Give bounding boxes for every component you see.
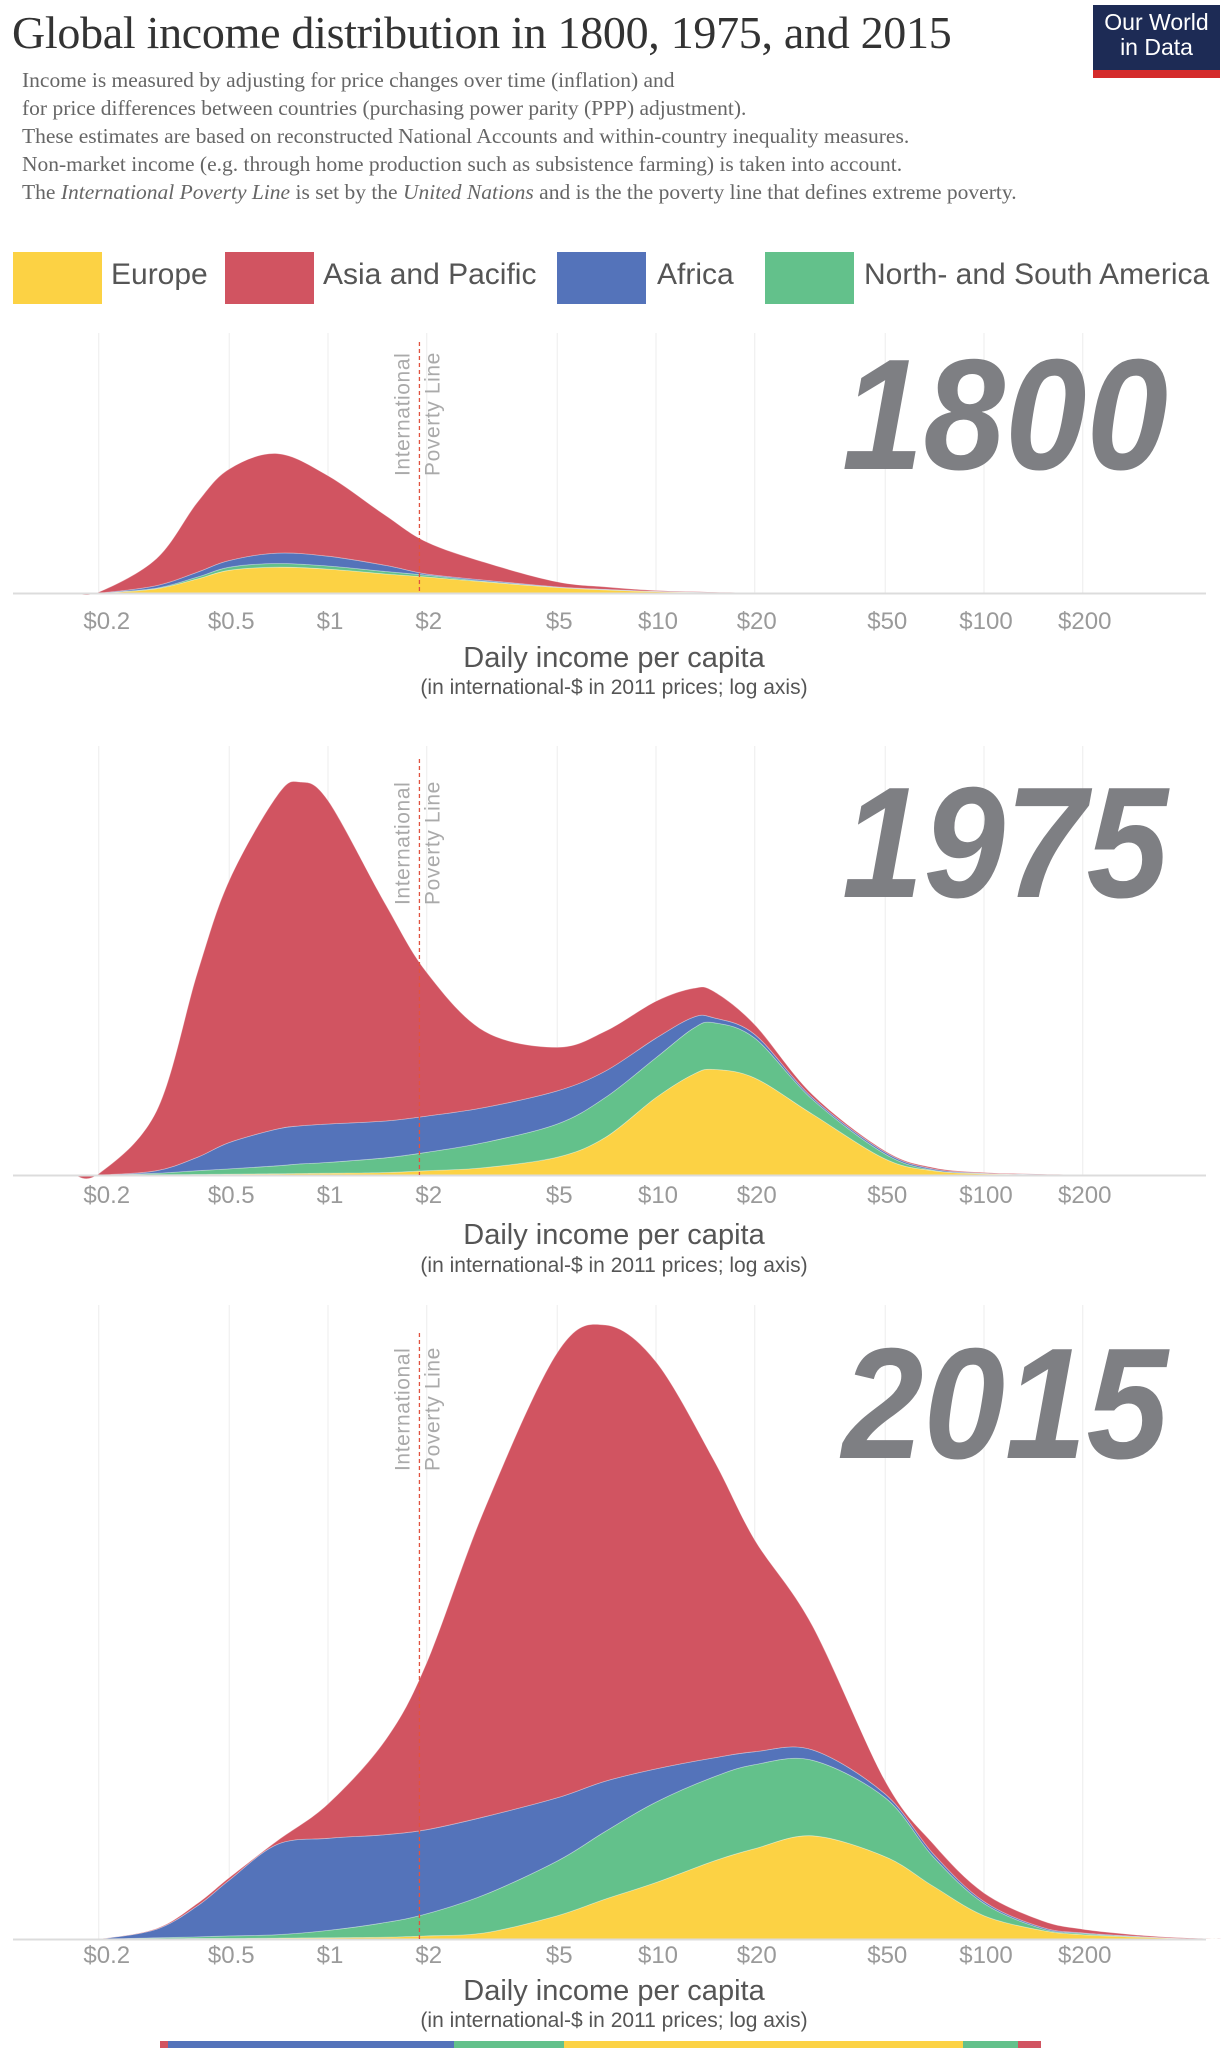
our-world-in-data-logo[interactable]: Our World in Data xyxy=(1093,5,1220,78)
x-tick-label: $1 xyxy=(317,1942,344,1969)
next-chart-sliver-americas xyxy=(454,2041,564,2048)
year-label: 1975 xyxy=(842,755,1170,931)
x-tick-label: $0.5 xyxy=(208,1942,255,1969)
next-chart-sliver-asia xyxy=(160,2041,168,2048)
x-axis-subtitle: (in international-$ in 2011 prices; log … xyxy=(420,1254,807,1277)
x-tick-label: $2 xyxy=(415,1942,442,1969)
x-tick-label: $50 xyxy=(867,1182,907,1209)
poverty-line-label: International xyxy=(391,782,414,905)
poverty-line-label: Poverty Line xyxy=(421,781,444,905)
legend-swatch-asia-pacific xyxy=(225,252,314,304)
subtitle-line: Income is measured by adjusting for pric… xyxy=(22,68,675,92)
legend-swatch-africa xyxy=(557,252,646,304)
legend-label-europe: Europe xyxy=(111,258,208,291)
logo-red-bar xyxy=(1093,70,1220,78)
subtitle-line: These estimates are based on reconstruct… xyxy=(22,124,910,148)
x-tick-label: $200 xyxy=(1058,1942,1111,1969)
x-tick-label: $100 xyxy=(959,1942,1012,1969)
x-tick-label: $0.5 xyxy=(208,608,255,635)
subtitle-text: and is the the poverty line that defines… xyxy=(533,180,1017,204)
poverty-line-label: Poverty Line xyxy=(421,352,444,476)
x-axis-subtitle: (in international-$ in 2011 prices; log … xyxy=(420,676,807,699)
year-label: 1800 xyxy=(842,327,1168,503)
x-tick-label: $0.2 xyxy=(83,608,130,635)
x-tick-label: $5 xyxy=(546,1942,573,1969)
subtitle-line: for price differences between countries … xyxy=(22,96,747,120)
x-tick-label: $1 xyxy=(317,1182,344,1209)
legend-label-americas: North- and South America xyxy=(864,258,1210,291)
subtitle-text: The xyxy=(22,180,61,204)
x-axis-title: Daily income per capita xyxy=(463,1975,765,2007)
poverty-line-label: International xyxy=(391,353,414,476)
next-chart-sliver-europe xyxy=(564,2041,963,2048)
x-tick-label: $10 xyxy=(638,1182,678,1209)
legend-swatch-europe xyxy=(13,252,102,304)
logo-line-1: Our World xyxy=(1104,9,1209,35)
x-tick-label: $10 xyxy=(638,1942,678,1969)
x-tick-label: $50 xyxy=(867,1942,907,1969)
x-tick-label: $100 xyxy=(959,1182,1012,1209)
area-asia-and-pacific-2015 xyxy=(73,1323,1222,1941)
subtitle-emphasis: United Nations xyxy=(402,180,534,204)
chart-1800: International Poverty Line 1800 $0.2 $0.5 $1 $… xyxy=(13,327,1206,699)
x-tick-label: $20 xyxy=(737,1182,777,1209)
logo-line-2: in Data xyxy=(1120,34,1193,60)
poverty-line-label: Poverty Line xyxy=(421,1347,444,1471)
chart-1975: International Poverty Line 1975 $0.2 $0.5 $1 $… xyxy=(13,746,1206,1277)
subtitle: Income is measured by adjusting for pric… xyxy=(22,66,1017,206)
legend-label-africa: Africa xyxy=(657,258,734,291)
x-tick-label: $50 xyxy=(867,608,907,635)
chart-2015: International Poverty Line 2015 $0.2 $0.5 $1 $… xyxy=(13,1305,1222,2032)
x-tick-label: $10 xyxy=(638,608,678,635)
x-tick-label: $5 xyxy=(546,608,573,635)
next-chart-sliver-asia xyxy=(1018,2041,1041,2048)
x-tick-label: $200 xyxy=(1058,608,1111,635)
subtitle-emphasis: International Poverty Line xyxy=(60,180,291,204)
x-tick-label: $0.5 xyxy=(208,1182,255,1209)
x-tick-label: $100 xyxy=(959,608,1012,635)
page-title: Global income distribution in 1800, 1975… xyxy=(12,7,952,58)
x-axis-subtitle: (in international-$ in 2011 prices; log … xyxy=(420,2009,807,2032)
x-tick-label: $20 xyxy=(737,608,777,635)
poverty-line-label: International xyxy=(391,1348,414,1471)
subtitle-line: The International Poverty Line is set by… xyxy=(22,178,1017,206)
next-chart-sliver-africa xyxy=(168,2041,454,2048)
legend-swatch-americas xyxy=(765,252,854,304)
x-tick-label: $0.2 xyxy=(83,1182,130,1209)
x-tick-label: $2 xyxy=(415,1182,442,1209)
x-tick-label: $0.2 xyxy=(83,1942,130,1969)
legend-label-asia-pacific: Asia and Pacific xyxy=(323,258,537,291)
x-tick-label: $200 xyxy=(1058,1182,1111,1209)
x-tick-label: $5 xyxy=(546,1182,573,1209)
x-tick-label: $2 xyxy=(415,608,442,635)
x-axis-title: Daily income per capita xyxy=(463,1219,765,1251)
year-label: 2015 xyxy=(839,1316,1170,1492)
x-tick-label: $1 xyxy=(317,608,344,635)
subtitle-text: is set by the xyxy=(290,180,403,204)
x-axis-title: Daily income per capita xyxy=(463,642,765,674)
subtitle-line: Non-market income (e.g. through home pro… xyxy=(22,152,903,176)
next-chart-sliver-americas xyxy=(963,2041,1018,2048)
logo-text: Our World in Data xyxy=(1093,10,1220,60)
x-tick-label: $20 xyxy=(737,1942,777,1969)
